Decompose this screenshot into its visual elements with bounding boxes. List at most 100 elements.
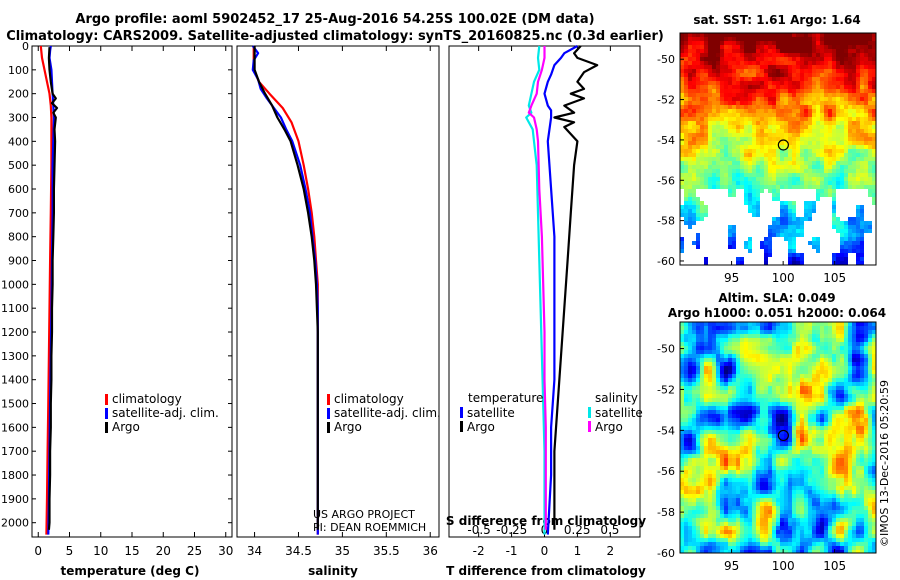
sst_map-cell [820, 249, 824, 253]
sst_map-cell [828, 197, 832, 201]
sla_map-cell [724, 354, 728, 358]
sla_map-cell [828, 474, 832, 478]
sst_map-cell [704, 81, 708, 85]
sst_map-cell [872, 237, 876, 241]
sst_map-cell [704, 93, 708, 97]
sla_map-cell [712, 418, 716, 422]
sst_map-cell [800, 121, 804, 125]
sla_map-cell [736, 386, 740, 390]
sst_map-cell [868, 177, 872, 181]
sla_map-cell [740, 446, 744, 450]
sst_map-cell [816, 205, 820, 209]
sst_map-cell [724, 205, 728, 209]
sst_map-cell [700, 193, 704, 197]
sst_map-cell [788, 73, 792, 77]
sla_map-cell [828, 334, 832, 338]
sla_map-cell [864, 338, 868, 342]
sst_map-cell [796, 249, 800, 253]
depth-tick-label: 1100 [1, 302, 29, 315]
sst_map-cell [708, 69, 712, 73]
sst_map-cell [860, 85, 864, 89]
sla_map-cell [840, 442, 844, 446]
sla_map-cell [796, 418, 800, 422]
sst_map-cell [828, 81, 832, 85]
sla_map-cell [760, 326, 764, 330]
sst_map-cell [780, 201, 784, 205]
sst_map-cell [704, 229, 708, 233]
sst_map-cell [800, 201, 804, 205]
sla_map-cell [816, 386, 820, 390]
sla_map-cell [808, 402, 812, 406]
sst_map-cell [784, 97, 788, 101]
sst_map-cell [852, 145, 856, 149]
sla_map-cell [872, 474, 876, 478]
sst_map-cell [696, 93, 700, 97]
sst_map-cell [724, 33, 728, 37]
sla_map-cell [728, 438, 732, 442]
sst_map-cell [824, 49, 828, 53]
sla_map-cell [836, 346, 840, 350]
sla_map-cell [820, 446, 824, 450]
sla_map-cell [820, 382, 824, 386]
sla_map-cell [748, 418, 752, 422]
sst_map-cell [712, 137, 716, 141]
sst_map-cell [776, 101, 780, 105]
sst_map-cell [820, 69, 824, 73]
sst_map-cell [764, 125, 768, 129]
sst_map-cell [868, 189, 872, 193]
sst_map-cell [732, 61, 736, 65]
sla_map-cell [736, 322, 740, 326]
sla_map-cell [772, 426, 776, 430]
sla_map-cell [764, 386, 768, 390]
sst_map-cell [872, 141, 876, 145]
sla_map-cell [832, 438, 836, 442]
sla_map-cell [844, 458, 848, 462]
sst_map-cell [872, 193, 876, 197]
sla_map-cell [824, 334, 828, 338]
sla_map-cell [712, 382, 716, 386]
sla_map-cell [816, 470, 820, 474]
sst_map-cell [684, 41, 688, 45]
sla_map-cell [832, 422, 836, 426]
sst_map-cell [852, 65, 856, 69]
sla_map-cell [816, 390, 820, 394]
sla_map-cell [824, 446, 828, 450]
sla_map-cell [712, 474, 716, 478]
sst_map-cell [712, 129, 716, 133]
sst_map-cell [764, 89, 768, 93]
sst_map-cell [732, 169, 736, 173]
sla_map-cell [796, 398, 800, 402]
sst_map-cell [796, 241, 800, 245]
sla_map-cell [764, 422, 768, 426]
sla_map-cell [700, 402, 704, 406]
sla_map-cell [740, 442, 744, 446]
sst_map-cell [680, 161, 684, 165]
sla_map-cell [812, 478, 816, 482]
sst_map-cell [796, 69, 800, 73]
sst_map-cell [736, 73, 740, 77]
sst_map-cell [844, 185, 848, 189]
sla_map-cell [772, 394, 776, 398]
sla_map-cell [704, 458, 708, 462]
sst_map-cell [748, 177, 752, 181]
sst_map-cell [736, 261, 740, 265]
sst_map-cell [740, 149, 744, 153]
sst_map-cell [680, 149, 684, 153]
sla_map-cell [788, 366, 792, 370]
sst_map-cell [752, 181, 756, 185]
sst_map-cell [776, 85, 780, 89]
sla_map-cell [764, 410, 768, 414]
sst_map-cell [720, 37, 724, 41]
sst_map-cell [776, 169, 780, 173]
sst_map-cell [800, 129, 804, 133]
sst_map-cell [724, 225, 728, 229]
sla_map-cell [744, 322, 748, 326]
sst_map-cell [856, 241, 860, 245]
sst_map-cell [744, 133, 748, 137]
sst_map-cell [836, 257, 840, 261]
sla_map-cell [828, 354, 832, 358]
sst_map-cell [716, 209, 720, 213]
sst_map-cell [708, 97, 712, 101]
sst_map-cell [684, 173, 688, 177]
sst_map-cell [788, 169, 792, 173]
